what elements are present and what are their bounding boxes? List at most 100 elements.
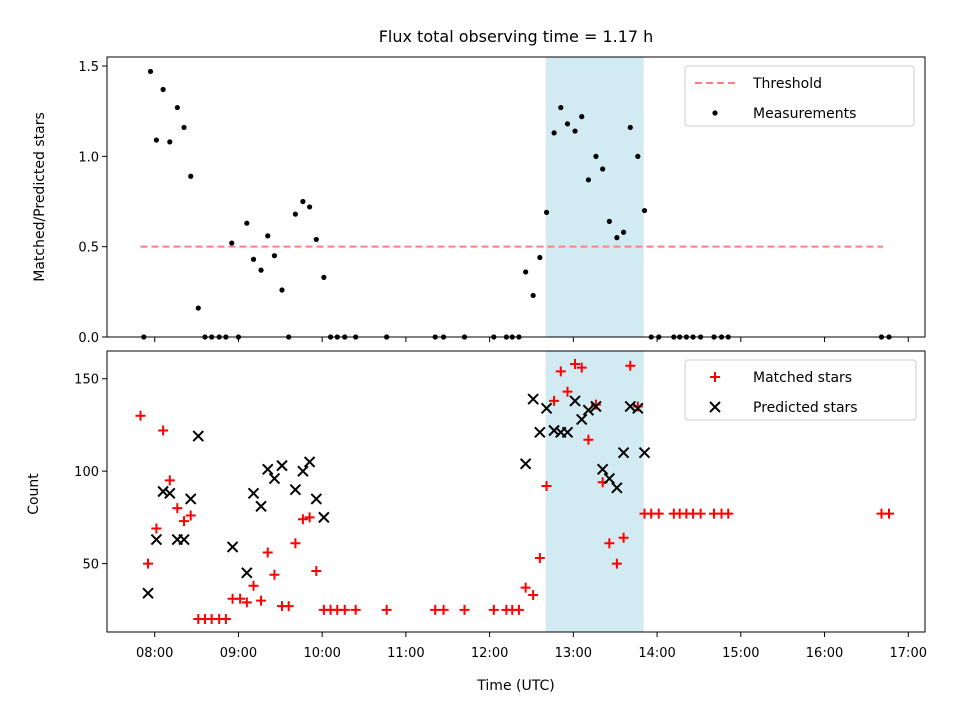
bottom-highlight-band [545,351,644,632]
matched-star-point [604,538,615,549]
matched-star-point [488,604,499,615]
matched-star-point [583,434,594,445]
predicted-star-point [617,446,630,459]
bottom-legend-box [684,359,917,421]
matched-star-point [269,569,280,580]
x-axis-label: Time (UTC) [476,678,554,694]
matched-star-point [290,538,301,549]
measurement-point [265,233,271,239]
predicted-star-point [318,511,330,524]
measurement-point [606,218,612,224]
legend-matched-swatch [710,372,720,382]
predicted-star-point [310,493,323,505]
measurement-point [292,211,298,217]
count-panel: 50 100 150 08:00 09:00 10:00 11:00 12:00 13:00 14… [74,350,927,661]
measurement-point [300,198,306,205]
x-tick-label: 16:00 [806,646,843,661]
matched-star-point [555,366,566,377]
ratio-panel: 0.0 0.5 1.0 1.5 Threshold Measurements [78,56,926,346]
predicted-star-point [289,483,302,496]
x-tick-label: 08:00 [136,646,173,661]
measurement-point [523,269,529,275]
legend-label: Predicted stars [753,400,858,416]
matched-star-point [256,595,267,606]
matched-star-point [135,410,146,421]
measurement-point [321,274,327,280]
top-y-tick-label: 0.0 [78,331,99,346]
measurement-point [558,104,564,111]
measurement-point [620,229,627,235]
measurement-point [174,104,180,111]
x-tick-label: 13:00 [555,646,592,661]
matched-star-point [570,358,581,369]
measurement-point [147,68,154,75]
matched-star-point [185,510,196,521]
top-y-axis-label: Matched/Predicted stars [32,112,48,282]
predicted-star-point [603,472,616,485]
predicted-star-point [142,587,154,599]
matched-star-point [304,512,315,523]
top-y-tick-label: 1.0 [78,150,99,165]
matched-star-point [220,614,231,625]
measurement-point [160,86,166,93]
matched-star-point [248,580,259,591]
measurement-point [153,137,159,143]
predicted-star-point [303,456,316,468]
matched-star-point [611,558,622,569]
predicted-star-point [276,459,288,472]
measurement-point [579,114,585,120]
top-legend-box [684,65,915,127]
matched-star-point [241,597,252,608]
matched-star-point [520,582,531,593]
measurement-point [572,128,578,134]
predicted-star-point [192,430,204,442]
x-tick-label: 15:00 [722,646,759,661]
measurement-point [641,207,648,214]
legend-label: Measurements [753,106,856,122]
matched-star-point [632,401,643,412]
measurement-point [537,254,543,261]
predicted-star-point [185,493,197,505]
measurement-point [307,204,313,210]
x-tick-label: 12:00 [471,646,508,661]
measurement-point [564,121,571,127]
matched-star-point [381,604,392,615]
matched-star-point [883,508,894,519]
x-tick-label: 14:00 [638,646,675,661]
measurement-point [279,287,285,293]
legend-label: Threshold [752,76,822,92]
top-y-tick-label: 1.5 [78,60,99,75]
predicted-star-point [150,533,163,546]
measurement-point [614,235,620,241]
measurement-point [627,124,633,131]
matched-star-point [723,508,734,519]
matched-star-point [235,593,246,604]
matched-star-point [283,601,294,612]
bottom-y-tick-label: 150 [74,373,99,388]
matched-star-point [534,553,545,564]
matched-star-point [262,547,273,558]
matched-star-point [625,360,636,371]
measurement-point [543,209,550,215]
legend-predicted-swatch [709,401,721,413]
matched-star-point [576,362,587,373]
measurement-point [600,166,606,172]
predicted-star-point [519,458,532,470]
matched-star-point [339,604,350,615]
matched-star-point [459,604,470,615]
predicted-star-point [632,402,644,415]
predicted-star-point [596,463,609,476]
predicted-star-point [569,395,581,407]
predicted-star-point [226,541,239,553]
predicted-star-point [262,463,274,476]
predicted-star-point [590,400,602,413]
measurement-point [244,220,250,226]
predicted-star-point [268,472,281,485]
matched-star-point [151,523,162,534]
predicted-star-point [297,465,309,477]
matched-star-point [541,480,552,491]
matched-star-point [179,516,190,527]
measurement-point [181,124,187,131]
matched-star-point [653,508,664,519]
